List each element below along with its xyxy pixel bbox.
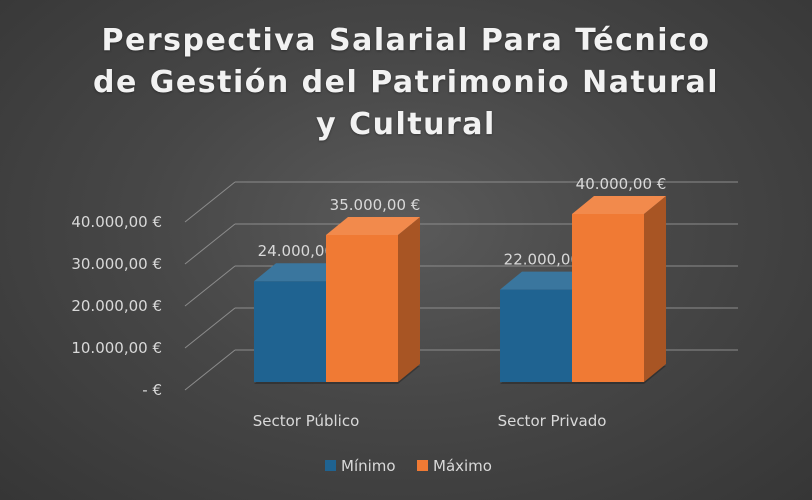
y-tick-label: 30.000,00 € [71,255,162,273]
bar-maximo-1 [572,196,666,382]
bar-front-face [572,214,644,382]
bar-top-face [326,217,420,235]
gridline-side [184,307,236,349]
data-label: 35.000,00 € [330,196,421,214]
bar-top-face [500,271,594,290]
data-label: 40.000,00 € [576,175,667,193]
bar-top-face [254,263,348,282]
data-label: 24.000,00 € [258,242,349,260]
legend-label: Máximo [433,457,492,475]
bar-front-face [254,281,326,382]
x-tick-label: Sector Privado [498,412,607,430]
bar-front-face [500,289,572,382]
x-tick-label: Sector Público [253,412,360,430]
legend-label: Mínimo [341,457,396,475]
bar-side-face [644,196,666,382]
gridline-side [184,265,236,307]
chart-title: Perspectiva Salarial Para Técnico de Ges… [93,23,719,142]
legend-swatch [417,460,428,471]
y-tick-label: 40.000,00 € [71,213,162,231]
y-tick-label: 10.000,00 € [71,339,162,357]
gridline-side [184,181,236,223]
y-tick-label: - € [142,381,162,399]
bar-front-face [326,235,398,382]
bar-maximo-0 [326,217,420,382]
legend-swatch [325,460,336,471]
gridline-side [184,349,236,391]
bar-side-face [398,217,420,382]
gridline-side [184,223,236,265]
bar-top-face [572,196,666,214]
data-label: 22.000,00 € [504,251,595,269]
y-tick-label: 20.000,00 € [71,297,162,315]
